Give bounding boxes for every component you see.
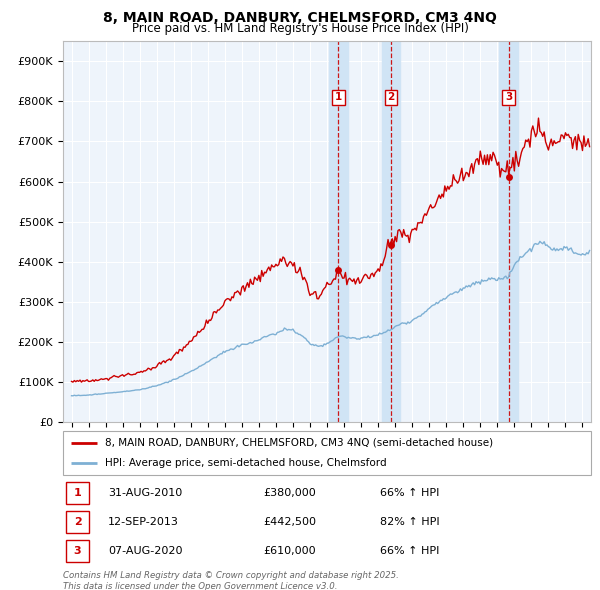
Text: 2: 2 — [387, 93, 394, 103]
Text: 66% ↑ HPI: 66% ↑ HPI — [380, 488, 439, 498]
Text: £442,500: £442,500 — [263, 517, 317, 527]
Bar — [382, 41, 400, 422]
FancyBboxPatch shape — [65, 482, 89, 504]
Text: £610,000: £610,000 — [263, 546, 316, 556]
FancyBboxPatch shape — [65, 540, 89, 562]
Text: 3: 3 — [74, 546, 82, 556]
Bar — [499, 41, 518, 422]
Text: 82% ↑ HPI: 82% ↑ HPI — [380, 517, 439, 527]
Text: £380,000: £380,000 — [263, 488, 316, 498]
Text: HPI: Average price, semi-detached house, Chelmsford: HPI: Average price, semi-detached house,… — [105, 458, 387, 468]
Text: 66% ↑ HPI: 66% ↑ HPI — [380, 546, 439, 556]
Bar — [329, 41, 348, 422]
Text: 8, MAIN ROAD, DANBURY, CHELMSFORD, CM3 4NQ (semi-detached house): 8, MAIN ROAD, DANBURY, CHELMSFORD, CM3 4… — [105, 438, 493, 448]
Text: 1: 1 — [335, 93, 342, 103]
Text: 12-SEP-2013: 12-SEP-2013 — [108, 517, 179, 527]
Text: 2: 2 — [74, 517, 82, 527]
Text: 3: 3 — [505, 93, 512, 103]
Text: Contains HM Land Registry data © Crown copyright and database right 2025.
This d: Contains HM Land Registry data © Crown c… — [63, 571, 399, 590]
Text: 8, MAIN ROAD, DANBURY, CHELMSFORD, CM3 4NQ: 8, MAIN ROAD, DANBURY, CHELMSFORD, CM3 4… — [103, 11, 497, 25]
Text: Price paid vs. HM Land Registry's House Price Index (HPI): Price paid vs. HM Land Registry's House … — [131, 22, 469, 35]
Text: 31-AUG-2010: 31-AUG-2010 — [108, 488, 182, 498]
FancyBboxPatch shape — [63, 431, 591, 475]
FancyBboxPatch shape — [65, 511, 89, 533]
Text: 1: 1 — [74, 488, 82, 498]
Text: 07-AUG-2020: 07-AUG-2020 — [108, 546, 182, 556]
